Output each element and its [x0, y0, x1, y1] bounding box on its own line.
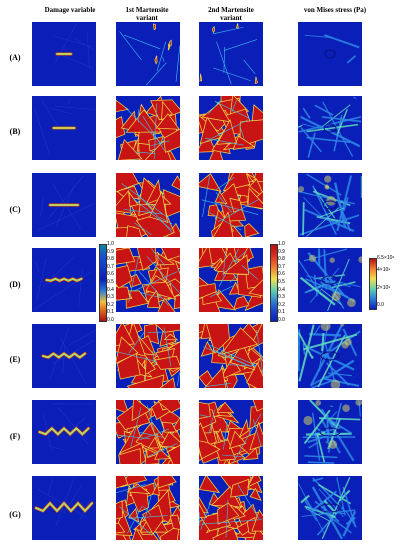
row-label-g: (G) — [9, 510, 21, 519]
martensite-tick: 1.0 — [278, 241, 285, 247]
row-label-f: (F) — [9, 432, 21, 441]
damage-tick: 0.5 — [107, 279, 114, 285]
stress-colorbar — [369, 258, 377, 310]
panel-stress-f — [298, 400, 362, 464]
panel-stress-b — [298, 96, 362, 160]
martensite-tick: 0.6 — [278, 271, 285, 278]
panel-martensite2-b — [199, 96, 263, 160]
stress-colorbar-ticks: 6.5×10⁹ 4×10⁹ 2×10⁹ 0.0 — [377, 256, 405, 312]
martensite-tick: 0.2 — [278, 301, 285, 308]
martensite-colorbar-ticks: 1.0 0.9 0.8 0.7 0.6 0.5 0.4 0.3 0.2 0.1 … — [278, 241, 294, 323]
header-2nd-martensite: 2nd Martensite variant — [196, 6, 266, 22]
panel-martensite1-e — [116, 324, 180, 388]
row-label-e: (E) — [9, 355, 21, 364]
martensite-tick: 0.8 — [278, 256, 285, 263]
damage-tick: 0.7 — [107, 263, 114, 270]
panel-martensite2-d — [199, 248, 263, 312]
damage-tick: 0.2 — [107, 301, 114, 308]
martensite-colorbar — [270, 244, 278, 322]
panel-martensite2-e — [199, 324, 263, 388]
damage-tick: 0.6 — [107, 271, 114, 278]
stress-tick: 0.0 — [377, 302, 384, 308]
damage-colorbar-ticks: 1.0 0.9 0.8 0.7 0.6 0.5 0.4 0.3 0.2 0.1 … — [107, 241, 123, 323]
panel-martensite1-f — [116, 400, 180, 464]
panel-martensite1-c — [116, 173, 180, 237]
panel-damage-a — [32, 22, 96, 86]
panel-martensite1-a — [116, 22, 180, 86]
row-label-b: (B) — [9, 127, 21, 136]
header-1st-martensite: 1st Martensite variant — [112, 6, 182, 22]
damage-tick: 1.0 — [107, 241, 114, 247]
damage-tick: 0.9 — [107, 248, 114, 255]
panel-damage-f — [32, 400, 96, 464]
martensite-tick: 0.7 — [278, 263, 285, 270]
header-2nd-martensite-line2: variant — [220, 14, 242, 22]
panel-damage-d — [32, 248, 96, 312]
panel-stress-e — [298, 324, 362, 388]
stress-tick: 2×10⁹ — [377, 285, 391, 291]
stress-tick: 4×10⁹ — [377, 267, 391, 273]
header-1st-martensite-line2: variant — [136, 14, 158, 22]
martensite-tick: 0.4 — [278, 286, 285, 293]
panel-damage-e — [32, 324, 96, 388]
damage-tick: 0.3 — [107, 294, 114, 301]
panel-martensite1-g — [116, 476, 180, 540]
damage-tick: 0.0 — [107, 317, 114, 323]
panel-stress-d — [298, 248, 362, 312]
martensite-tick: 0.3 — [278, 294, 285, 301]
header-2nd-martensite-line1: 2nd Martensite — [208, 6, 254, 14]
damage-tick: 0.1 — [107, 309, 114, 316]
panel-martensite1-b — [116, 96, 180, 160]
damage-tick: 0.8 — [107, 256, 114, 263]
damage-colorbar — [99, 244, 107, 322]
panel-damage-c — [32, 173, 96, 237]
panel-martensite2-c — [199, 173, 263, 237]
panel-martensite2-a — [199, 22, 263, 86]
martensite-tick: 0.0 — [278, 317, 285, 323]
panel-damage-b — [32, 96, 96, 160]
panel-stress-c — [298, 173, 362, 237]
panel-stress-a — [298, 22, 362, 86]
row-label-d: (D) — [9, 280, 21, 289]
martensite-tick: 0.5 — [278, 279, 285, 285]
panel-martensite2-f — [199, 400, 263, 464]
martensite-tick: 0.1 — [278, 309, 285, 316]
row-label-c: (C) — [9, 205, 21, 214]
header-damage-variable: Damage variable — [44, 6, 96, 14]
panel-martensite2-g — [199, 476, 263, 540]
damage-tick: 0.4 — [107, 286, 114, 293]
stress-tick: 6.5×10⁹ — [377, 255, 395, 261]
row-label-a: (A) — [9, 53, 21, 62]
panel-stress-g — [298, 476, 362, 540]
header-von-mises-stress: von Mises stress (Pa) — [303, 6, 367, 14]
panel-damage-g — [32, 476, 96, 540]
header-1st-martensite-line1: 1st Martensite — [125, 6, 169, 14]
martensite-tick: 0.9 — [278, 248, 285, 255]
panel-martensite1-d — [116, 248, 180, 312]
